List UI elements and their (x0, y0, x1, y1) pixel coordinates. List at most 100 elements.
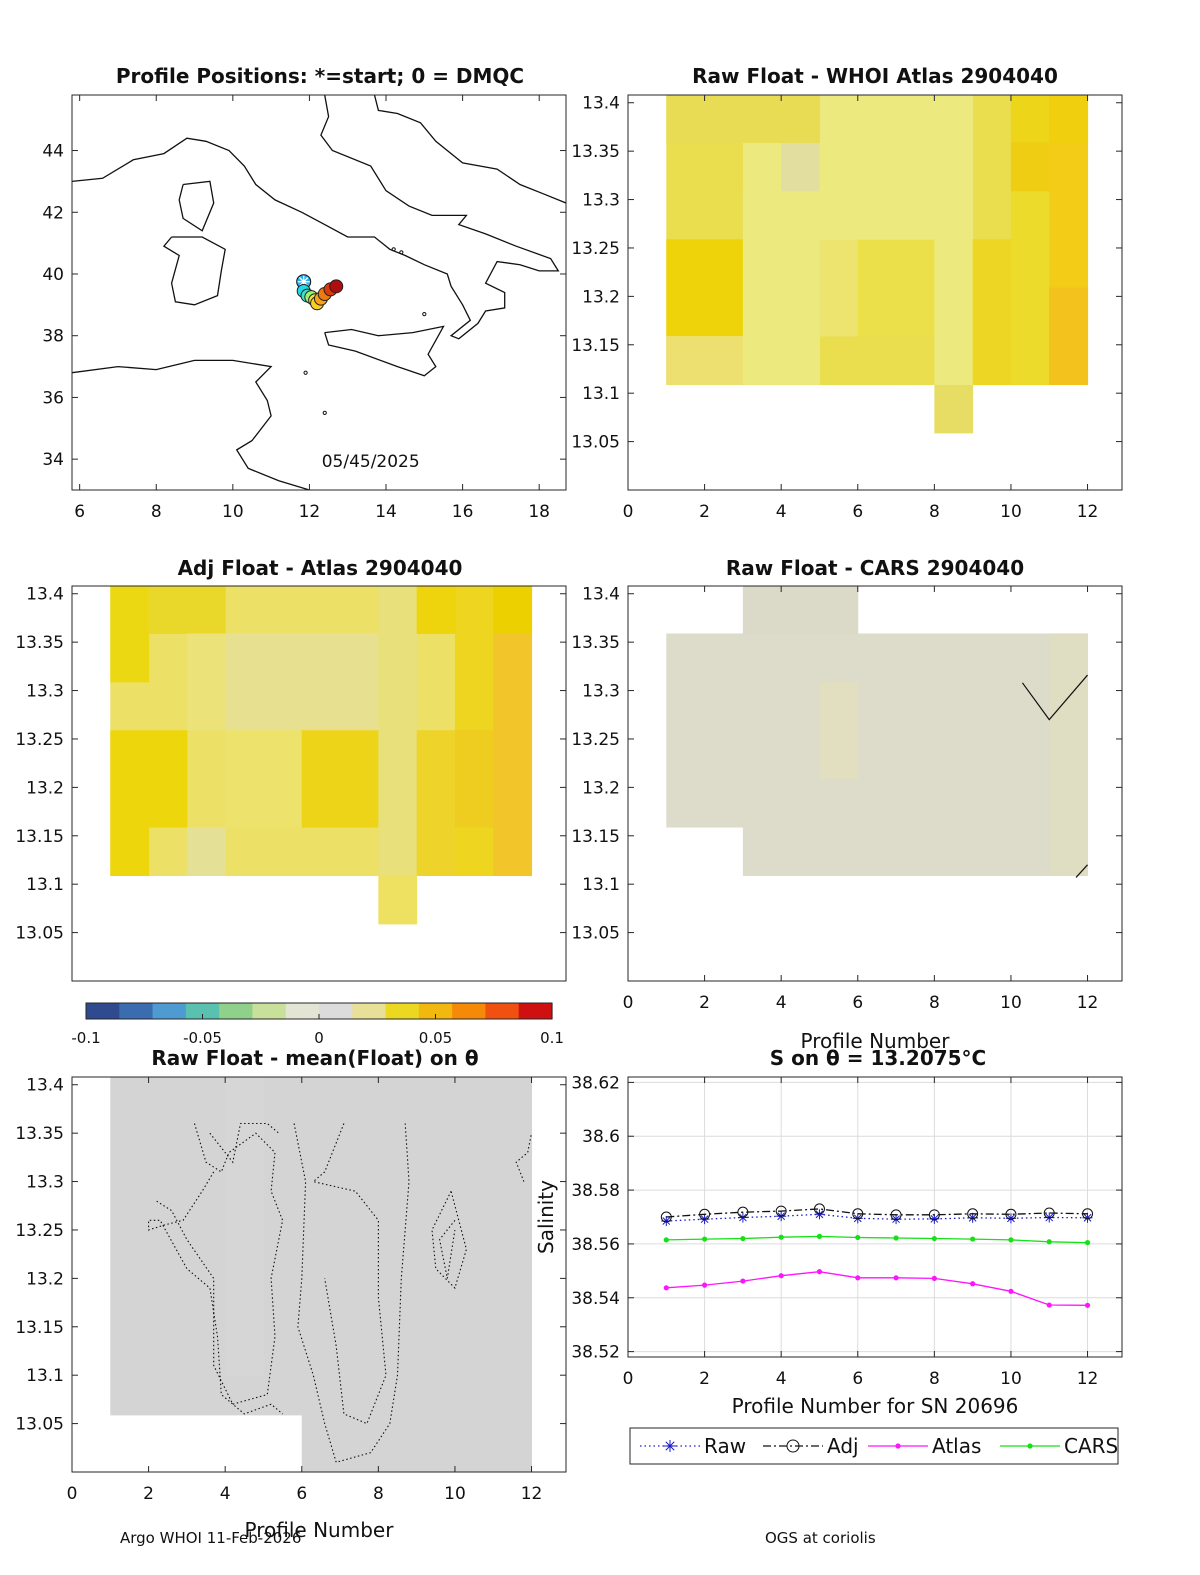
heatmap-cell (225, 730, 303, 828)
colorbar-segment (452, 1003, 487, 1019)
x-tick-label: 6 (852, 993, 863, 1013)
colorbar-segment (385, 1003, 420, 1019)
colorbar-tick-label: 0.05 (419, 1029, 452, 1047)
heatmap-cell (666, 239, 744, 337)
y-tick-label: 13.2 (582, 287, 620, 307)
x-tick-label: 8 (373, 1484, 384, 1504)
heatmap-cell (857, 95, 935, 240)
point-cars (970, 1236, 976, 1242)
x-tick-label: 0 (623, 993, 634, 1013)
y-tick-label: 13.2 (582, 778, 620, 798)
island (391, 247, 396, 252)
x-tick-label: 4 (776, 502, 787, 522)
colorbar-tick-label: -0.05 (183, 1029, 222, 1047)
colorbar-tick-label: 0.1 (540, 1029, 564, 1047)
panel-title: Raw Float - mean(Float) on θ (151, 1046, 478, 1070)
y-tick-label: 38 (42, 327, 64, 347)
panel-title: Raw Float - WHOI Atlas 2904040 (692, 64, 1058, 88)
legend-marker (786, 1439, 800, 1453)
legend-marker (665, 1441, 675, 1451)
heatmap-cell (934, 384, 974, 434)
colorbar-segment (185, 1003, 220, 1019)
x-tick-label: 2 (699, 502, 710, 522)
y-axis-label: Salinity (534, 1180, 558, 1254)
heatmap-cell (666, 633, 744, 828)
x-tick-label: 0 (623, 1369, 634, 1389)
star-stroke (930, 1214, 939, 1223)
y-tick-label: 13.25 (15, 730, 64, 750)
adj_atlas-frame (71, 585, 567, 982)
point-atlas (740, 1278, 746, 1284)
point-adj (813, 1203, 825, 1215)
island (399, 250, 404, 255)
anomaly-contour (312, 1123, 387, 1425)
colorbar-segment (418, 1003, 453, 1019)
x-tick-label: 4 (776, 1369, 787, 1389)
contour-line (1021, 674, 1088, 721)
anomaly-contour (148, 1171, 283, 1415)
y-tick-label: 13.1 (582, 384, 620, 404)
coastline (72, 95, 560, 340)
point-atlas (663, 1285, 669, 1291)
colorbar-tick-label: 0 (314, 1029, 324, 1047)
point-cars (855, 1234, 861, 1241)
star-stroke (1083, 1213, 1092, 1222)
coastline (178, 180, 215, 232)
y-tick-label: 13.15 (15, 827, 64, 847)
y-tick-label: 38.52 (571, 1343, 620, 1363)
x-tick-label: 18 (528, 502, 550, 522)
heatmap-cell (225, 1077, 264, 1376)
heatmap-cell (493, 586, 533, 634)
y-tick-label: 13.05 (571, 433, 620, 453)
colorbar-segment (352, 1003, 387, 1019)
heatmap-cell (454, 730, 494, 828)
x-axis-label: Profile Number for SN 20696 (732, 1394, 1019, 1418)
heatmap-cell (742, 190, 782, 240)
heatmap-cell (110, 730, 188, 828)
profile-start-star (298, 276, 309, 287)
x-tick-label: 0 (67, 1484, 78, 1504)
y-tick-label: 34 (42, 450, 64, 470)
heatmap-cell (186, 827, 226, 876)
x-tick-label: 8 (929, 993, 940, 1013)
y-tick-label: 13.3 (26, 1173, 64, 1193)
salinity-frame (627, 1076, 1123, 1358)
x-tick-label: 8 (929, 1369, 940, 1389)
x-tick-label: 0 (623, 502, 634, 522)
point-atlas (778, 1273, 784, 1279)
island (322, 410, 327, 415)
star-stroke (892, 1215, 900, 1224)
point-atlas (893, 1275, 899, 1281)
point-cars (893, 1235, 899, 1241)
x-tick-label: 6 (74, 502, 85, 522)
anomaly-contour (293, 1123, 410, 1463)
coastline-group (72, 95, 566, 490)
point-atlas (931, 1275, 937, 1281)
panel-title: S on θ = 13.2075°C (770, 1046, 987, 1070)
heatmap-cell (972, 239, 1012, 385)
point-atlas (1008, 1288, 1014, 1294)
y-tick-label: 13.05 (571, 924, 620, 944)
colorbar-segment (485, 1003, 520, 1019)
series-line-cars (666, 1235, 1088, 1244)
x-axis-label: Profile Number (801, 1029, 951, 1053)
footer-right: OGS at coriolis (765, 1529, 876, 1547)
raw_atlas-frame (627, 94, 1123, 491)
mean_anom-frame (71, 1076, 567, 1473)
colorbar: -0.1 -0.05 0 0.05 0.1 (71, 1002, 564, 1047)
heatmap-cell (301, 1077, 533, 1473)
legend-label-adj: Adj (827, 1434, 859, 1458)
map-frame (71, 94, 567, 491)
y-tick-label: 13.1 (582, 875, 620, 895)
star-stroke (662, 1217, 671, 1225)
legend-label-cars: CARS (1064, 1434, 1118, 1458)
y-tick-label: 38.62 (571, 1073, 620, 1093)
x-tick-label: 16 (452, 502, 474, 522)
star-stroke (1007, 1214, 1015, 1223)
x-tick-label: 2 (699, 993, 710, 1013)
x-tick-label: 10 (1000, 502, 1022, 522)
star-stroke (968, 1213, 977, 1222)
adj-float-atlas-panel: 13.05 13.1 13.15 13.2 13.25 13.3 13.35 13.4 Adj … (15, 556, 567, 982)
x-tick-label: 12 (299, 502, 321, 522)
panel-title: Raw Float - CARS 2904040 (726, 556, 1024, 580)
